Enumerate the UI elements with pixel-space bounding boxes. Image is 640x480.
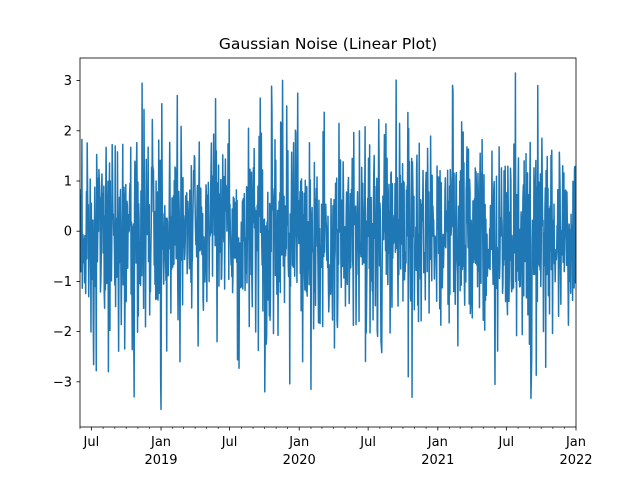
x-tick-year-label: 2020 bbox=[283, 453, 316, 468]
x-tick-label: Jul bbox=[83, 435, 100, 450]
axes-frame bbox=[79, 57, 577, 428]
y-tick-label: −1 bbox=[53, 275, 72, 290]
y-tick-label: −3 bbox=[53, 375, 72, 390]
x-tick-label: Jan bbox=[150, 435, 171, 450]
x-tick-label: Jul bbox=[359, 435, 376, 450]
x-tick-label: Jul bbox=[221, 435, 238, 450]
x-tick-year-label: 2019 bbox=[144, 453, 177, 468]
y-tick-label: −2 bbox=[53, 325, 72, 340]
noise-series-line bbox=[80, 72, 576, 411]
x-tick-year-label: 2021 bbox=[421, 453, 454, 468]
x-tick-label: Jan bbox=[288, 435, 309, 450]
y-tick-label: 3 bbox=[64, 74, 72, 89]
x-tick-label: Jan bbox=[427, 435, 448, 450]
y-tick-label: 0 bbox=[64, 225, 72, 240]
y-tick-label: 1 bbox=[64, 175, 72, 190]
x-tick-label: Jan bbox=[565, 435, 586, 450]
plot-area bbox=[80, 72, 576, 411]
y-tick-label: 2 bbox=[64, 124, 72, 139]
x-tick-label: Jul bbox=[497, 435, 514, 450]
chart-title: Gaussian Noise (Linear Plot) bbox=[219, 35, 437, 53]
x-tick-year-label: 2022 bbox=[559, 453, 592, 468]
axes: −3 −2 −1 0 1 2 3 Jul Jan 2019 Jul Jan 2020 Jul Jan 2021… bbox=[53, 57, 593, 468]
